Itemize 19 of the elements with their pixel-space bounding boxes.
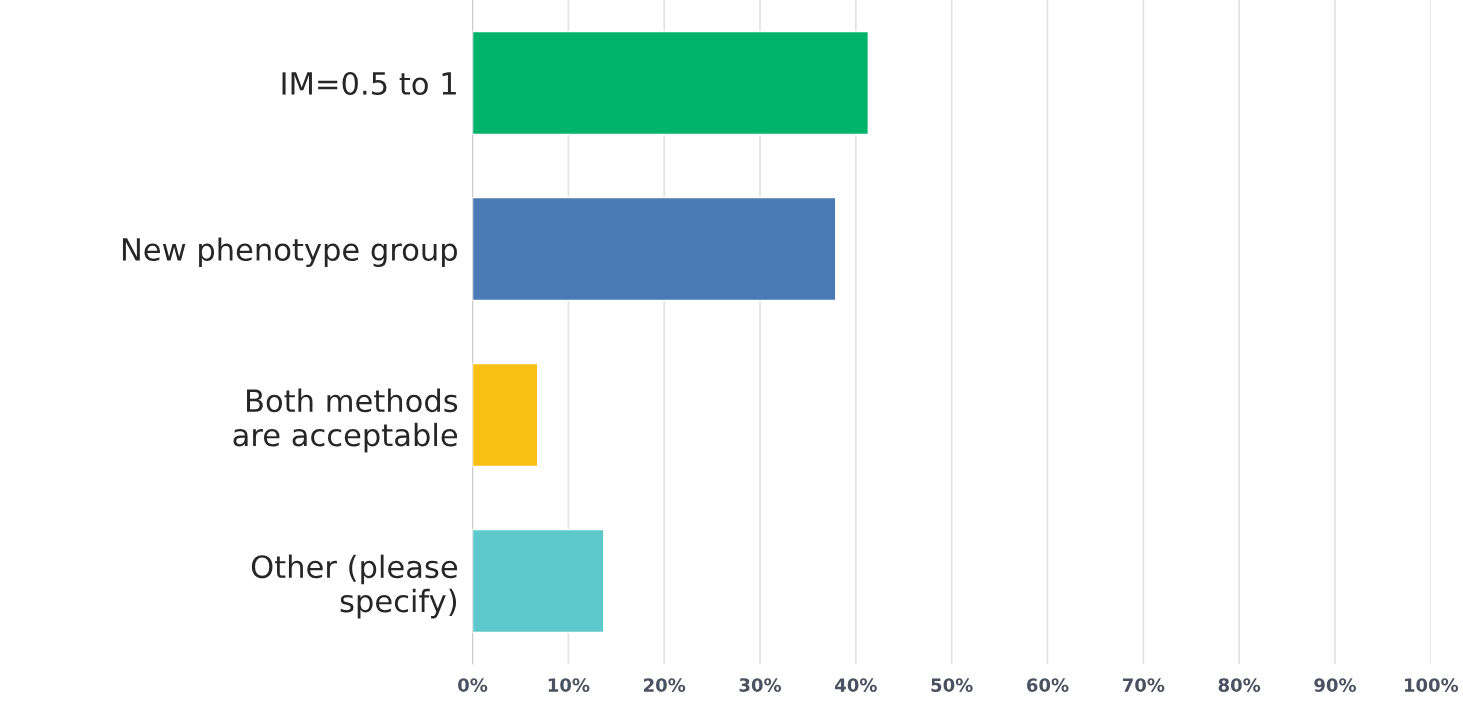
x-tick-label: 70% [1122, 678, 1165, 692]
y-tick-label: IM=0.5 to 1 [282, 71, 456, 96]
y-tick-label: Both methods are acceptable [233, 388, 458, 453]
bar [472, 362, 539, 468]
x-tick-label: 40% [835, 678, 877, 692]
y-tick-label: New phenotype group [122, 237, 457, 267]
bar [472, 528, 605, 634]
y-tick-label: Other (please specify) [251, 554, 458, 619]
x-tick-label: 80% [1218, 678, 1261, 692]
x-tick-label: 50% [931, 678, 973, 692]
x-tick-label: 90% [1314, 678, 1357, 692]
x-tick-label: 20% [644, 678, 686, 692]
x-tick-label: 10% [548, 678, 590, 692]
x-tick-label: 30% [739, 678, 782, 692]
x-tick-label: 60% [1027, 678, 1069, 692]
bar [472, 196, 837, 302]
bar [472, 30, 870, 136]
x-tick-label: 0% [458, 678, 488, 692]
x-tick-label: 100% [1404, 678, 1459, 692]
